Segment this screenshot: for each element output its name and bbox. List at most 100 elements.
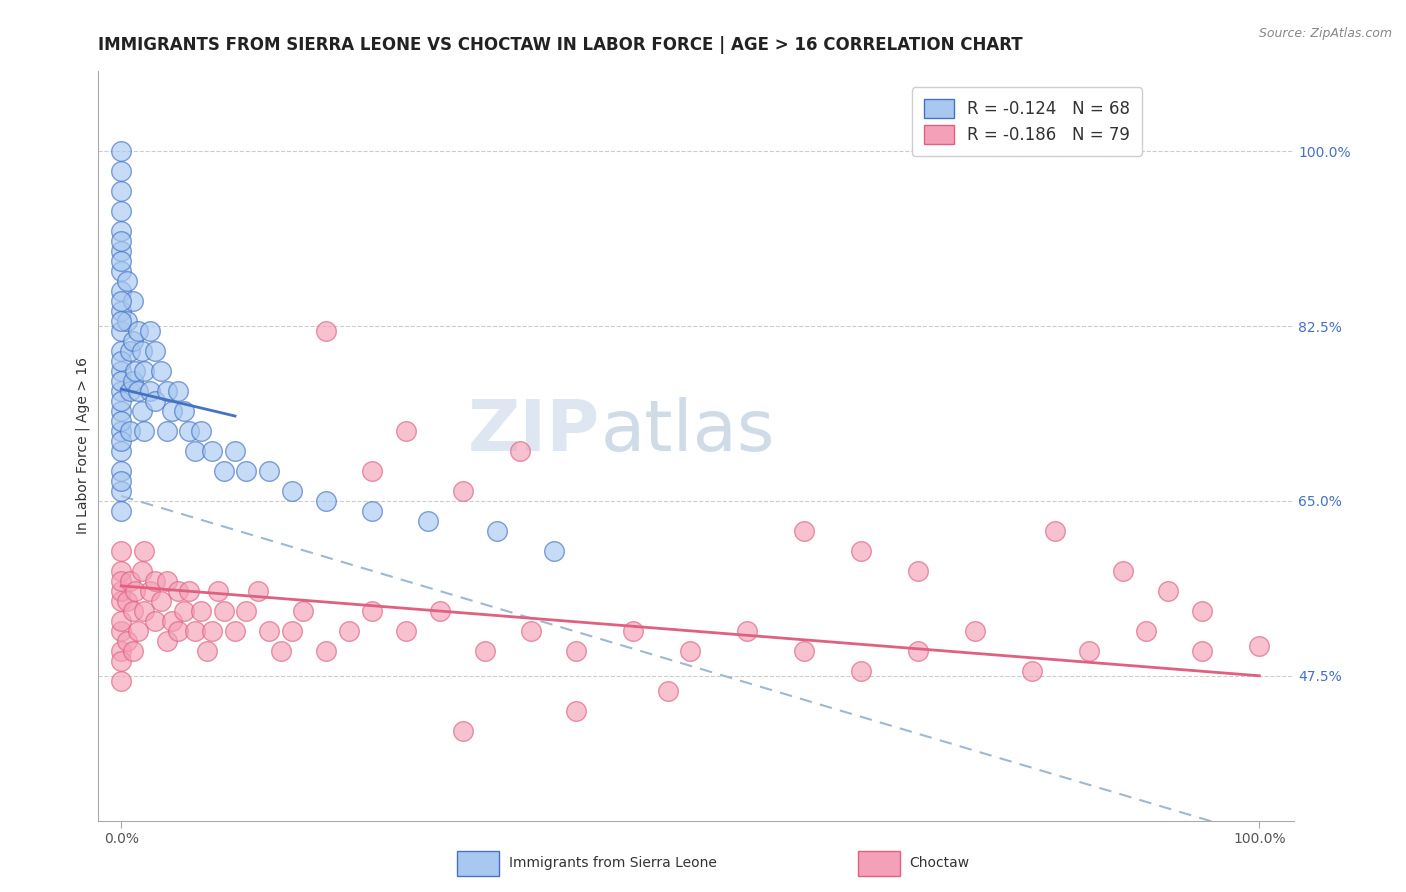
Point [292,604,315,618]
Point [132,604,155,618]
Point [474,644,496,658]
Point [179,424,201,438]
Point [110,384,132,398]
Point [173,604,195,618]
Point [110,544,132,558]
Legend: R = -0.124   N = 68, R = -0.186   N = 79: R = -0.124 N = 68, R = -0.186 N = 79 [912,87,1142,156]
Point [509,444,531,458]
Point [451,723,474,738]
Point [121,334,143,348]
Point [131,404,153,418]
Point [281,483,304,498]
Point [167,624,190,638]
Point [110,673,132,688]
Point [360,604,382,618]
Point [131,564,153,578]
Point [110,444,132,458]
Point [395,424,418,438]
Point [360,504,382,518]
Text: ZIP: ZIP [468,397,600,466]
Point [1021,664,1043,678]
Point [337,624,360,638]
Point [963,624,986,638]
Point [793,644,815,658]
Point [429,604,451,618]
Point [224,624,246,638]
Point [315,644,337,658]
Point [138,324,160,338]
Point [132,544,155,558]
Point [110,424,132,438]
Point [1249,639,1271,653]
Point [110,324,132,338]
Point [110,654,132,668]
Point [395,624,418,638]
Point [110,574,132,588]
Point [162,404,184,418]
Point [110,624,132,638]
Point [1043,524,1066,538]
Point [201,444,224,458]
Point [849,544,872,558]
Point [657,683,679,698]
Point [120,424,142,438]
Text: Immigrants from Sierra Leone: Immigrants from Sierra Leone [509,856,717,871]
Point [110,434,132,448]
Point [793,524,815,538]
Point [212,604,235,618]
Point [110,284,132,298]
Point [224,444,246,458]
Point [110,164,132,178]
Point [520,624,543,638]
Point [127,384,149,398]
Point [121,644,143,658]
Point [1191,604,1213,618]
Point [115,274,138,288]
Point [124,583,146,598]
Point [110,504,132,518]
Point [162,614,184,628]
Point [156,574,179,588]
Point [120,384,142,398]
Point [127,324,149,338]
Point [120,574,142,588]
Point [235,604,257,618]
Point [150,364,173,378]
Point [110,464,132,478]
Point [315,324,337,338]
Point [124,364,146,378]
Point [1191,644,1213,658]
Point [143,614,166,628]
Point [110,594,132,608]
Point [1077,644,1099,658]
Point [110,304,132,318]
Point [150,594,173,608]
Point [156,424,179,438]
Point [110,264,132,278]
Point [110,644,132,658]
Point [110,614,132,628]
Point [132,364,155,378]
Point [907,644,929,658]
Point [120,344,142,359]
Point [110,364,132,378]
Point [190,424,212,438]
Point [360,464,382,478]
Point [257,464,280,478]
Text: atlas: atlas [600,397,775,466]
Point [184,444,207,458]
Point [110,414,132,428]
Point [156,384,179,398]
Point [679,644,702,658]
Point [121,374,143,388]
Point [143,344,166,359]
Text: IMMIGRANTS FROM SIERRA LEONE VS CHOCTAW IN LABOR FORCE | AGE > 16 CORRELATION CH: IMMIGRANTS FROM SIERRA LEONE VS CHOCTAW … [98,36,1024,54]
Point [110,294,132,309]
Point [1112,564,1135,578]
Point [110,244,132,259]
Point [1157,583,1180,598]
Point [315,494,337,508]
Point [235,464,257,478]
Point [849,664,872,678]
Point [167,384,190,398]
